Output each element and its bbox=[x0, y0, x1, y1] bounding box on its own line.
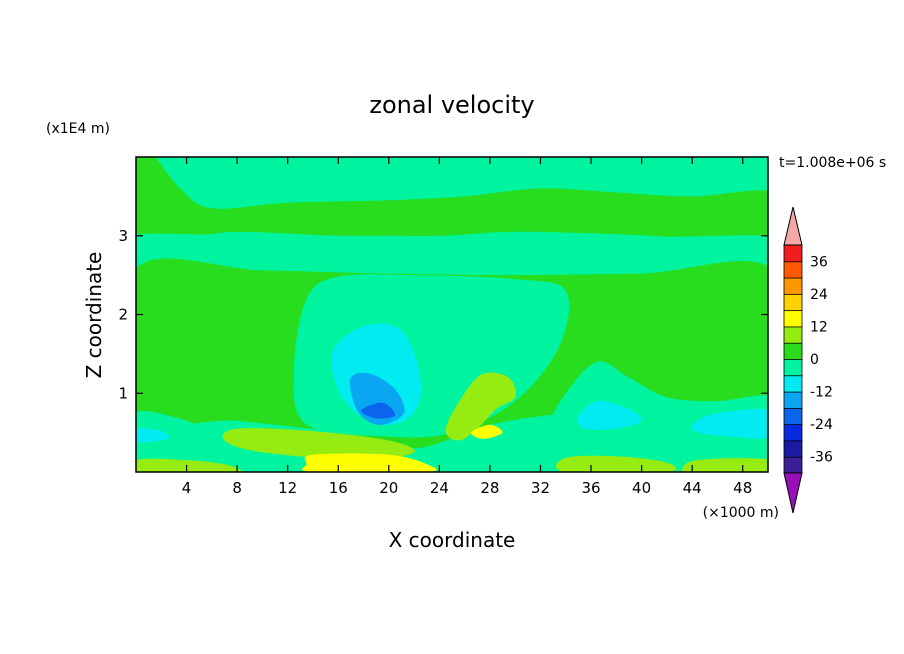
band-light-strip-1 bbox=[136, 233, 768, 249]
plume-yellow bbox=[470, 424, 503, 439]
x-tick-label: 32 bbox=[531, 479, 550, 497]
band-green-upper bbox=[136, 157, 768, 241]
blob-cyan-right-2 bbox=[690, 408, 768, 439]
band-lime-lower bbox=[222, 428, 415, 461]
colorbar-label: -24 bbox=[810, 417, 833, 433]
colorbar-swatch bbox=[783, 326, 803, 344]
y-tick-label: 1 bbox=[118, 384, 128, 402]
colorbar-label: 12 bbox=[810, 319, 828, 335]
contour-field bbox=[136, 157, 768, 472]
colorbar-label: -36 bbox=[810, 450, 833, 466]
y-axis-label: Z coordinate bbox=[82, 252, 106, 379]
x-tick-label: 24 bbox=[430, 479, 449, 497]
band-light-strip-2 bbox=[136, 252, 768, 264]
x-axis-label: X coordinate bbox=[389, 528, 516, 552]
colorbar-over-arrow bbox=[783, 206, 803, 246]
x-tick-label: 12 bbox=[278, 479, 297, 497]
colorbar-under-arrow bbox=[783, 472, 803, 514]
blob-cyan-right-1 bbox=[577, 400, 642, 430]
colorbar-label: 24 bbox=[810, 287, 828, 303]
x-tick-label: 8 bbox=[232, 479, 242, 497]
floor-lime-1 bbox=[136, 458, 244, 472]
x-unit-label: (×1000 m) bbox=[703, 505, 779, 521]
colorbar-swatch bbox=[783, 342, 803, 360]
colorbar-swatch bbox=[783, 277, 803, 295]
y-tick-label: 2 bbox=[118, 306, 128, 324]
x-axis: 4 8 12 16 20 24 28 32 36 40 44 48 bbox=[182, 157, 752, 497]
x-tick-label: 36 bbox=[581, 479, 600, 497]
colorbar-swatch bbox=[783, 456, 803, 474]
time-label: t=1.008e+06 s bbox=[779, 155, 886, 171]
x-tick-label: 28 bbox=[480, 479, 499, 497]
plume-lime bbox=[445, 372, 516, 441]
colorbar-label: -12 bbox=[810, 385, 833, 401]
colorbar-label: 0 bbox=[810, 352, 819, 368]
y-axis: 1 2 3 bbox=[118, 227, 768, 402]
colorbar-swatch bbox=[783, 374, 803, 393]
x-tick-label: 16 bbox=[329, 479, 348, 497]
colorbar-swatch bbox=[783, 391, 803, 409]
floor-lime-3 bbox=[681, 458, 768, 472]
x-tick-label: 44 bbox=[683, 479, 702, 497]
colorbar-swatch bbox=[783, 293, 803, 312]
x-tick-label: 4 bbox=[182, 479, 192, 497]
colorbar-swatch bbox=[783, 309, 803, 328]
colorbar-swatch bbox=[783, 423, 803, 442]
blob-left-cyan bbox=[136, 428, 170, 443]
colorbar-label: 36 bbox=[810, 254, 828, 270]
x-tick-label: 40 bbox=[632, 479, 651, 497]
colorbar: 36 24 12 0 -12 -24 -36 bbox=[783, 206, 833, 514]
x-tick-label: 20 bbox=[379, 479, 398, 497]
colorbar-swatch bbox=[783, 358, 803, 377]
floor-lime-2 bbox=[556, 455, 677, 472]
floor-yellow-1 bbox=[302, 453, 437, 472]
colorbar-swatch bbox=[783, 440, 803, 458]
colorbar-swatch bbox=[783, 244, 803, 263]
colorbar-swatch bbox=[783, 407, 803, 426]
chart-title: zonal velocity bbox=[369, 91, 534, 119]
y-tick-label: 3 bbox=[118, 227, 128, 245]
colorbar-swatch bbox=[783, 260, 803, 279]
core-blue bbox=[360, 402, 396, 419]
x-tick-label: 48 bbox=[733, 479, 752, 497]
y-unit-label: (x1E4 m) bbox=[46, 121, 110, 137]
